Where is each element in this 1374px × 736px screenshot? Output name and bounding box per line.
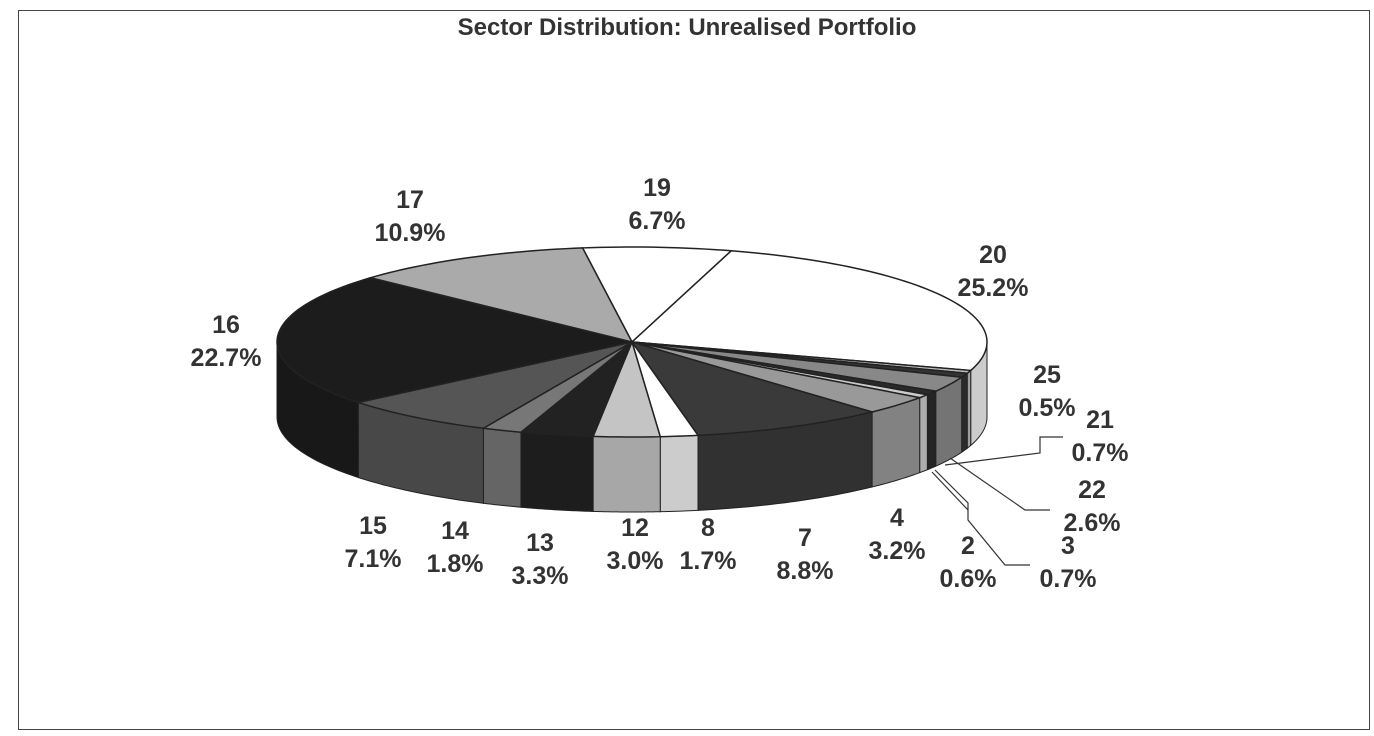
slice-side-2 — [919, 393, 928, 474]
data-label-7: 7 8.8% — [777, 522, 834, 588]
data-label-15: 15 7.1% — [345, 510, 402, 576]
slice-percent: 3.0% — [606, 547, 664, 575]
slice-percent: 0.5% — [1018, 394, 1076, 422]
data-label-19: 19 6.7% — [629, 172, 686, 238]
data-label-25: 25 0.5% — [1019, 359, 1076, 425]
data-label-14: 14 1.8% — [427, 515, 484, 581]
data-label-17: 17 10.9% — [375, 184, 446, 250]
slice-percent: 22.7% — [190, 344, 262, 372]
slice-side-3 — [926, 390, 937, 471]
slice-8 — [631, 341, 700, 438]
slice-20 — [630, 250, 988, 372]
slice-13 — [519, 341, 633, 438]
slice-name: 7 — [798, 524, 812, 552]
data-label-2: 2 0.6% — [940, 530, 997, 596]
slice-percent: 25.2% — [957, 274, 1029, 302]
slice-percent: 10.9% — [374, 219, 446, 247]
data-label-22: 22 2.6% — [1064, 474, 1121, 540]
slice-percent: 1.7% — [679, 547, 737, 575]
slice-percent: 3.2% — [868, 537, 926, 565]
data-label-4: 4 3.2% — [869, 502, 926, 568]
slice-16 — [276, 276, 633, 404]
slice-name: 12 — [621, 514, 649, 542]
slice-side-21 — [961, 372, 968, 454]
slice-side-14 — [482, 427, 522, 508]
slice-name: 16 — [212, 311, 240, 339]
slice-percent: 0.7% — [1071, 439, 1129, 467]
slice-percent: 7.1% — [344, 545, 402, 573]
data-label-8: 8 1.7% — [680, 512, 737, 578]
slice-7 — [630, 340, 875, 437]
data-label-16: 16 22.7% — [191, 309, 262, 375]
slice-percent: 1.8% — [426, 550, 484, 578]
leader-line-3 — [934, 469, 1030, 566]
slice-12 — [591, 339, 662, 438]
data-label-13: 13 3.3% — [512, 527, 569, 593]
slice-name: 17 — [396, 186, 424, 214]
slice-name: 25 — [1033, 361, 1061, 389]
slice-side-22 — [935, 376, 963, 467]
slice-name: 8 — [701, 514, 715, 542]
chart-title: Sector Distribution: Unrealised Portfoli… — [457, 14, 917, 41]
slice-side-12 — [592, 435, 661, 513]
slice-name: 13 — [526, 529, 554, 557]
slice-name: 21 — [1086, 406, 1114, 434]
slice-name: 3 — [1061, 532, 1075, 560]
slice-side-13 — [520, 431, 594, 512]
slice-name: 19 — [643, 174, 671, 202]
slice-name: 20 — [979, 241, 1007, 269]
slice-17 — [367, 247, 634, 344]
slice-side-25 — [966, 369, 972, 450]
slice-name: 14 — [441, 517, 469, 545]
slice-percent: 8.8% — [776, 557, 834, 585]
data-label-12: 12 3.0% — [607, 512, 664, 578]
leader-line-22 — [949, 457, 1050, 511]
slice-percent: 0.7% — [1039, 565, 1097, 593]
slice-name: 4 — [890, 504, 904, 532]
slice-percent: 2.6% — [1063, 509, 1121, 537]
slice-4 — [631, 341, 923, 413]
slice-percent: 0.6% — [939, 565, 997, 593]
slice-side-4 — [871, 396, 921, 488]
slice-percent: 3.3% — [511, 562, 569, 590]
leader-line-2 — [931, 471, 969, 511]
slice-name: 2 — [961, 532, 975, 560]
data-label-20: 20 25.2% — [958, 239, 1029, 305]
slice-name: 15 — [359, 512, 387, 540]
slice-15 — [355, 341, 633, 430]
data-label-3: 3 0.7% — [1040, 530, 1097, 596]
slice-percent: 6.7% — [628, 207, 686, 235]
slice-name: 22 — [1078, 476, 1106, 504]
slice-22 — [631, 341, 964, 392]
chart-frame — [18, 10, 1370, 730]
leader-line-21 — [944, 436, 1063, 466]
data-label-21: 21 0.7% — [1072, 404, 1129, 470]
slice-side-8 — [659, 434, 699, 513]
